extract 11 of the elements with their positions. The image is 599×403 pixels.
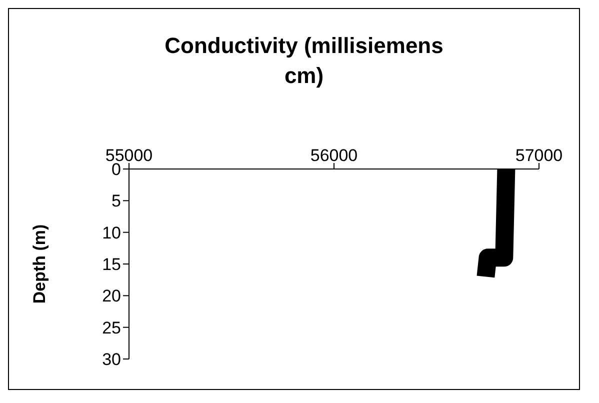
y-tick-label: 15 xyxy=(102,255,121,274)
y-tick-label: 0 xyxy=(112,160,121,180)
chart-title: Conductivity (millisiemens cm) xyxy=(164,32,444,90)
x-tick-label: 57000 xyxy=(515,146,563,165)
y-axis-title: Depth (m) xyxy=(30,224,50,304)
y-tick-label: 25 xyxy=(102,318,121,338)
y-tick-label: 10 xyxy=(102,223,121,242)
y-tick-label: 30 xyxy=(102,350,121,370)
x-tick-label: 56000 xyxy=(310,146,358,165)
y-tick-label: 5 xyxy=(112,192,121,211)
y-tick-label: 20 xyxy=(102,286,121,306)
